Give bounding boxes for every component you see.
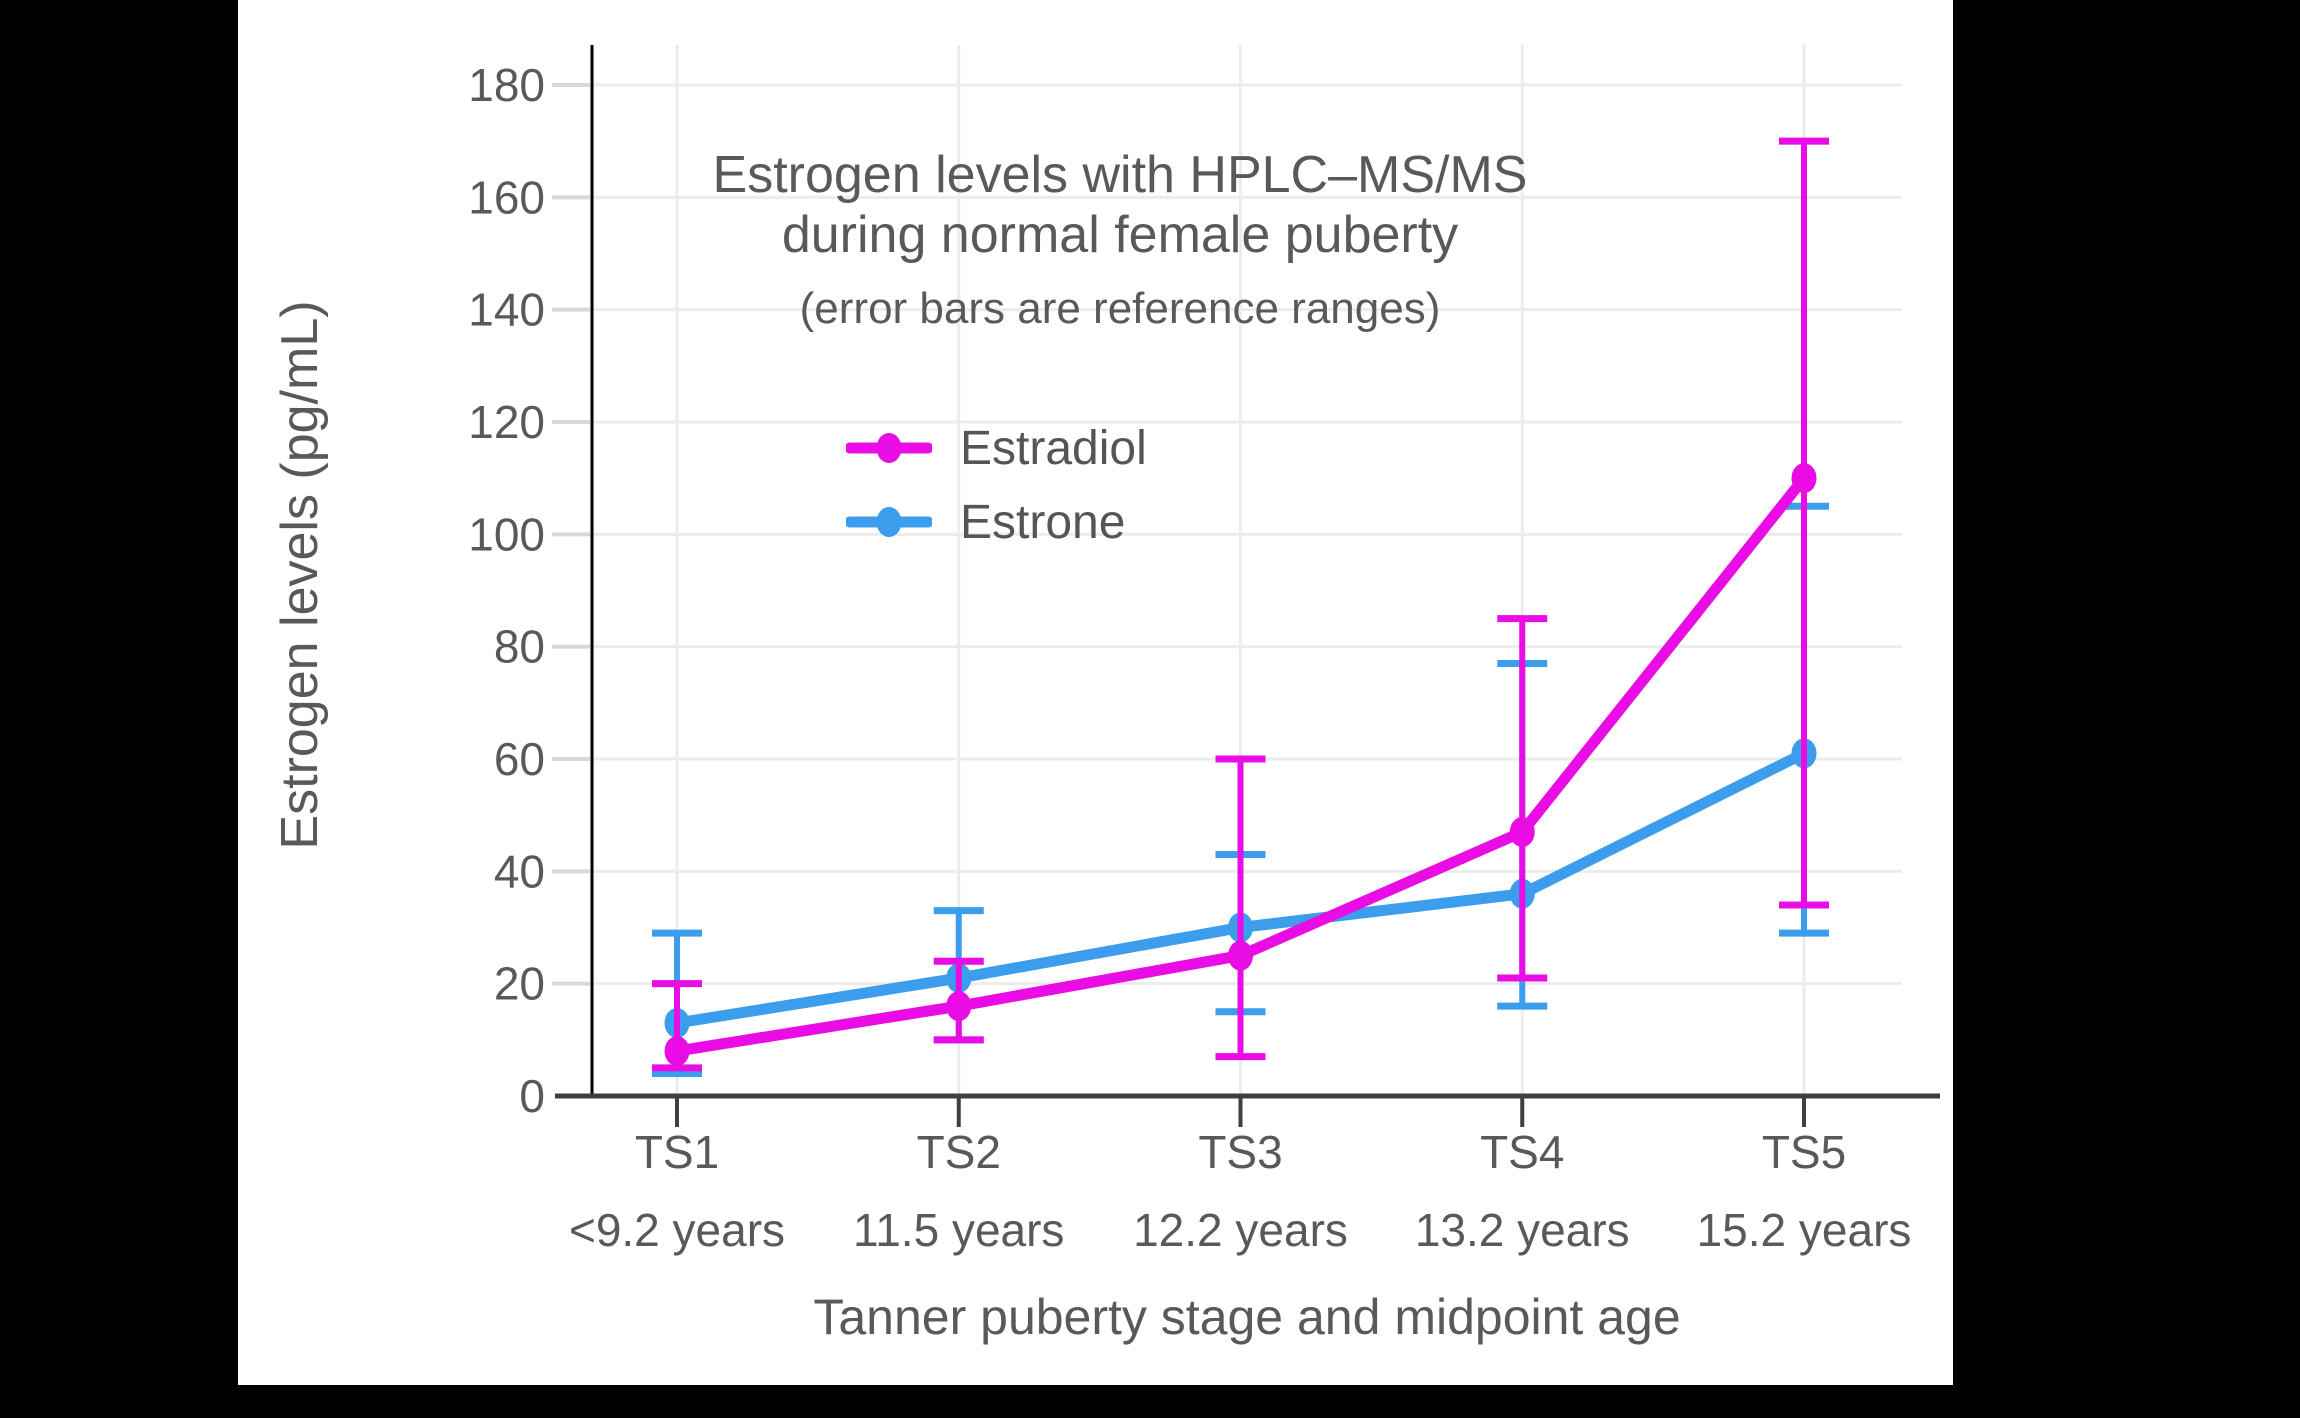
y-tick-label-40: 40 (494, 845, 545, 897)
x-tick-label-ts3: TS3 (1198, 1126, 1282, 1178)
y-tick-label-160: 160 (468, 171, 545, 223)
chart-title-line-2: during normal female puberty (781, 206, 1459, 264)
legend-row-estradiol: Estradiol (846, 420, 1147, 476)
estradiol-marker-ts2 (946, 991, 972, 1022)
x-tick-label-ts4: TS4 (1480, 1126, 1564, 1178)
y-tick-label-0: 0 (519, 1070, 545, 1122)
estradiol-line-sample-icon (846, 433, 932, 463)
x-axis-title: Tanner puberty stage and midpoint age (813, 1289, 1681, 1345)
x-tick-label-ts1: TS1 (635, 1126, 719, 1178)
x-age-label-ts2: 11.5 years (853, 1204, 1064, 1256)
estradiol-marker-ts1 (664, 1036, 690, 1067)
y-tick-label-80: 80 (494, 621, 545, 673)
estradiol-marker-ts3 (1228, 940, 1253, 971)
y-tick-label-140: 140 (468, 284, 545, 336)
legend-label-estradiol: Estradiol (960, 421, 1147, 475)
x-tick-label-ts2: TS2 (917, 1126, 1001, 1178)
y-tick-label-180: 180 (468, 59, 545, 111)
estrone-line-sample-icon (846, 507, 932, 537)
estradiol-marker-ts4 (1509, 817, 1535, 848)
x-age-label-ts1: <9.2 years (569, 1204, 785, 1256)
x-age-label-ts3: 12.2 years (1133, 1204, 1348, 1256)
y-tick-label-100: 100 (468, 508, 545, 560)
x-age-label-ts4: 13.2 years (1415, 1204, 1630, 1256)
estradiol-marker-ts5 (1791, 463, 1817, 494)
x-age-label-ts5: 15.2 years (1697, 1204, 1912, 1256)
y-tick-label-120: 120 (468, 396, 545, 448)
y-tick-label-20: 20 (494, 958, 545, 1010)
chart-subtitle: (error bars are reference ranges) (799, 284, 1441, 333)
y-axis-title: Estrogen levels (pg/mL) (271, 300, 329, 850)
plot-card (238, 0, 1953, 1385)
chart-title-line-1: Estrogen levels with HPLC–MS/MS (712, 146, 1528, 204)
legend-label-estrone: Estrone (960, 495, 1126, 549)
y-tick-label-60: 60 (494, 733, 545, 785)
x-tick-label-ts5: TS5 (1762, 1126, 1846, 1178)
legend-row-estrone: Estrone (846, 494, 1125, 550)
